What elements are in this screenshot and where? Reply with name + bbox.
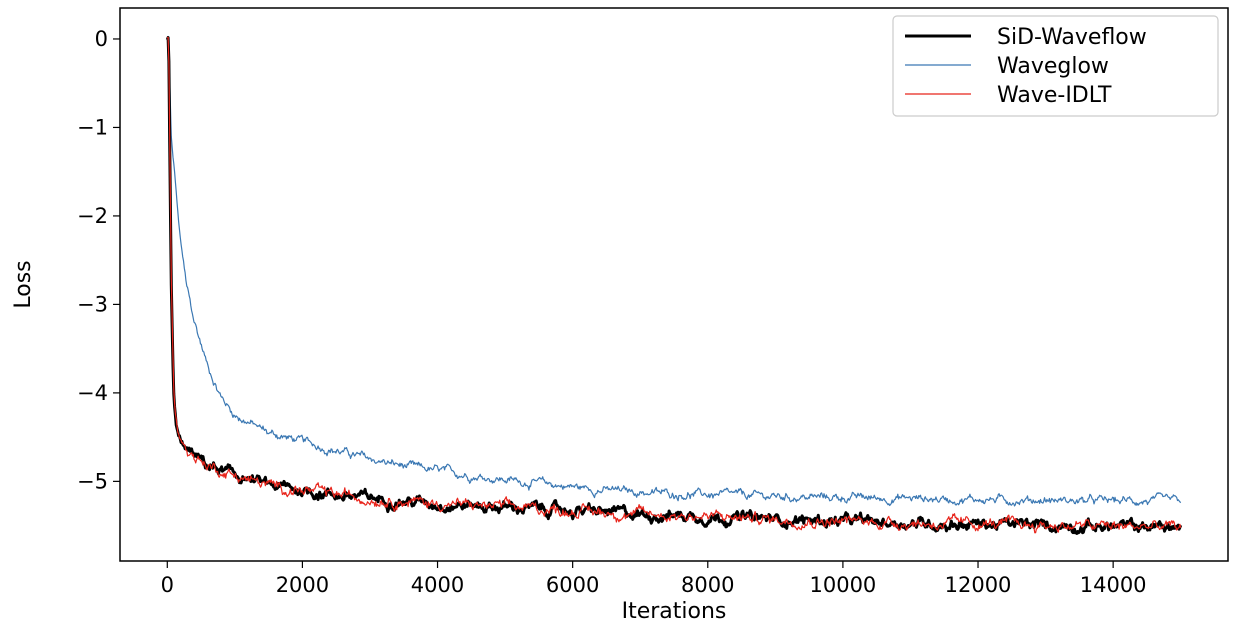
legend-label: SiD-Waveflow <box>997 25 1147 50</box>
x-tick-label: 14000 <box>1080 573 1147 597</box>
y-tick-label: −3 <box>77 292 108 316</box>
y-tick-label: −2 <box>77 204 108 228</box>
y-tick-label: −1 <box>77 115 108 139</box>
series-layer <box>165 35 1183 535</box>
x-tick-label: 0 <box>161 573 174 597</box>
legend-frame <box>892 15 1219 117</box>
y-tick-label: −5 <box>77 469 108 493</box>
x-tick-label: 2000 <box>276 573 329 597</box>
x-tick-label: 4000 <box>411 573 464 597</box>
x-axis: 0 2000 4000 6000 8000 10000 12000 14000 <box>161 561 1147 597</box>
legend-label: Waveglow <box>997 54 1109 79</box>
y-axis: 0 −1 −2 −3 −4 −5 <box>77 27 120 493</box>
legend-label: Wave-IDLT <box>997 83 1112 108</box>
x-axis-label: Iterations <box>622 599 727 623</box>
plot-frame <box>119 7 1229 562</box>
y-axis-label: Loss <box>11 260 36 308</box>
x-tick-label: 8000 <box>681 573 734 597</box>
x-tick-label: 10000 <box>809 573 876 597</box>
x-tick-label: 6000 <box>546 573 599 597</box>
series-line-wave-idlt <box>166 36 1182 534</box>
series-line-waveglow <box>166 35 1182 507</box>
x-tick-label: 12000 <box>945 573 1012 597</box>
y-tick-label: −4 <box>77 381 108 405</box>
legend: SiD-Waveflow Waveglow Wave-IDLT <box>892 15 1219 117</box>
y-tick-label: 0 <box>95 27 108 51</box>
